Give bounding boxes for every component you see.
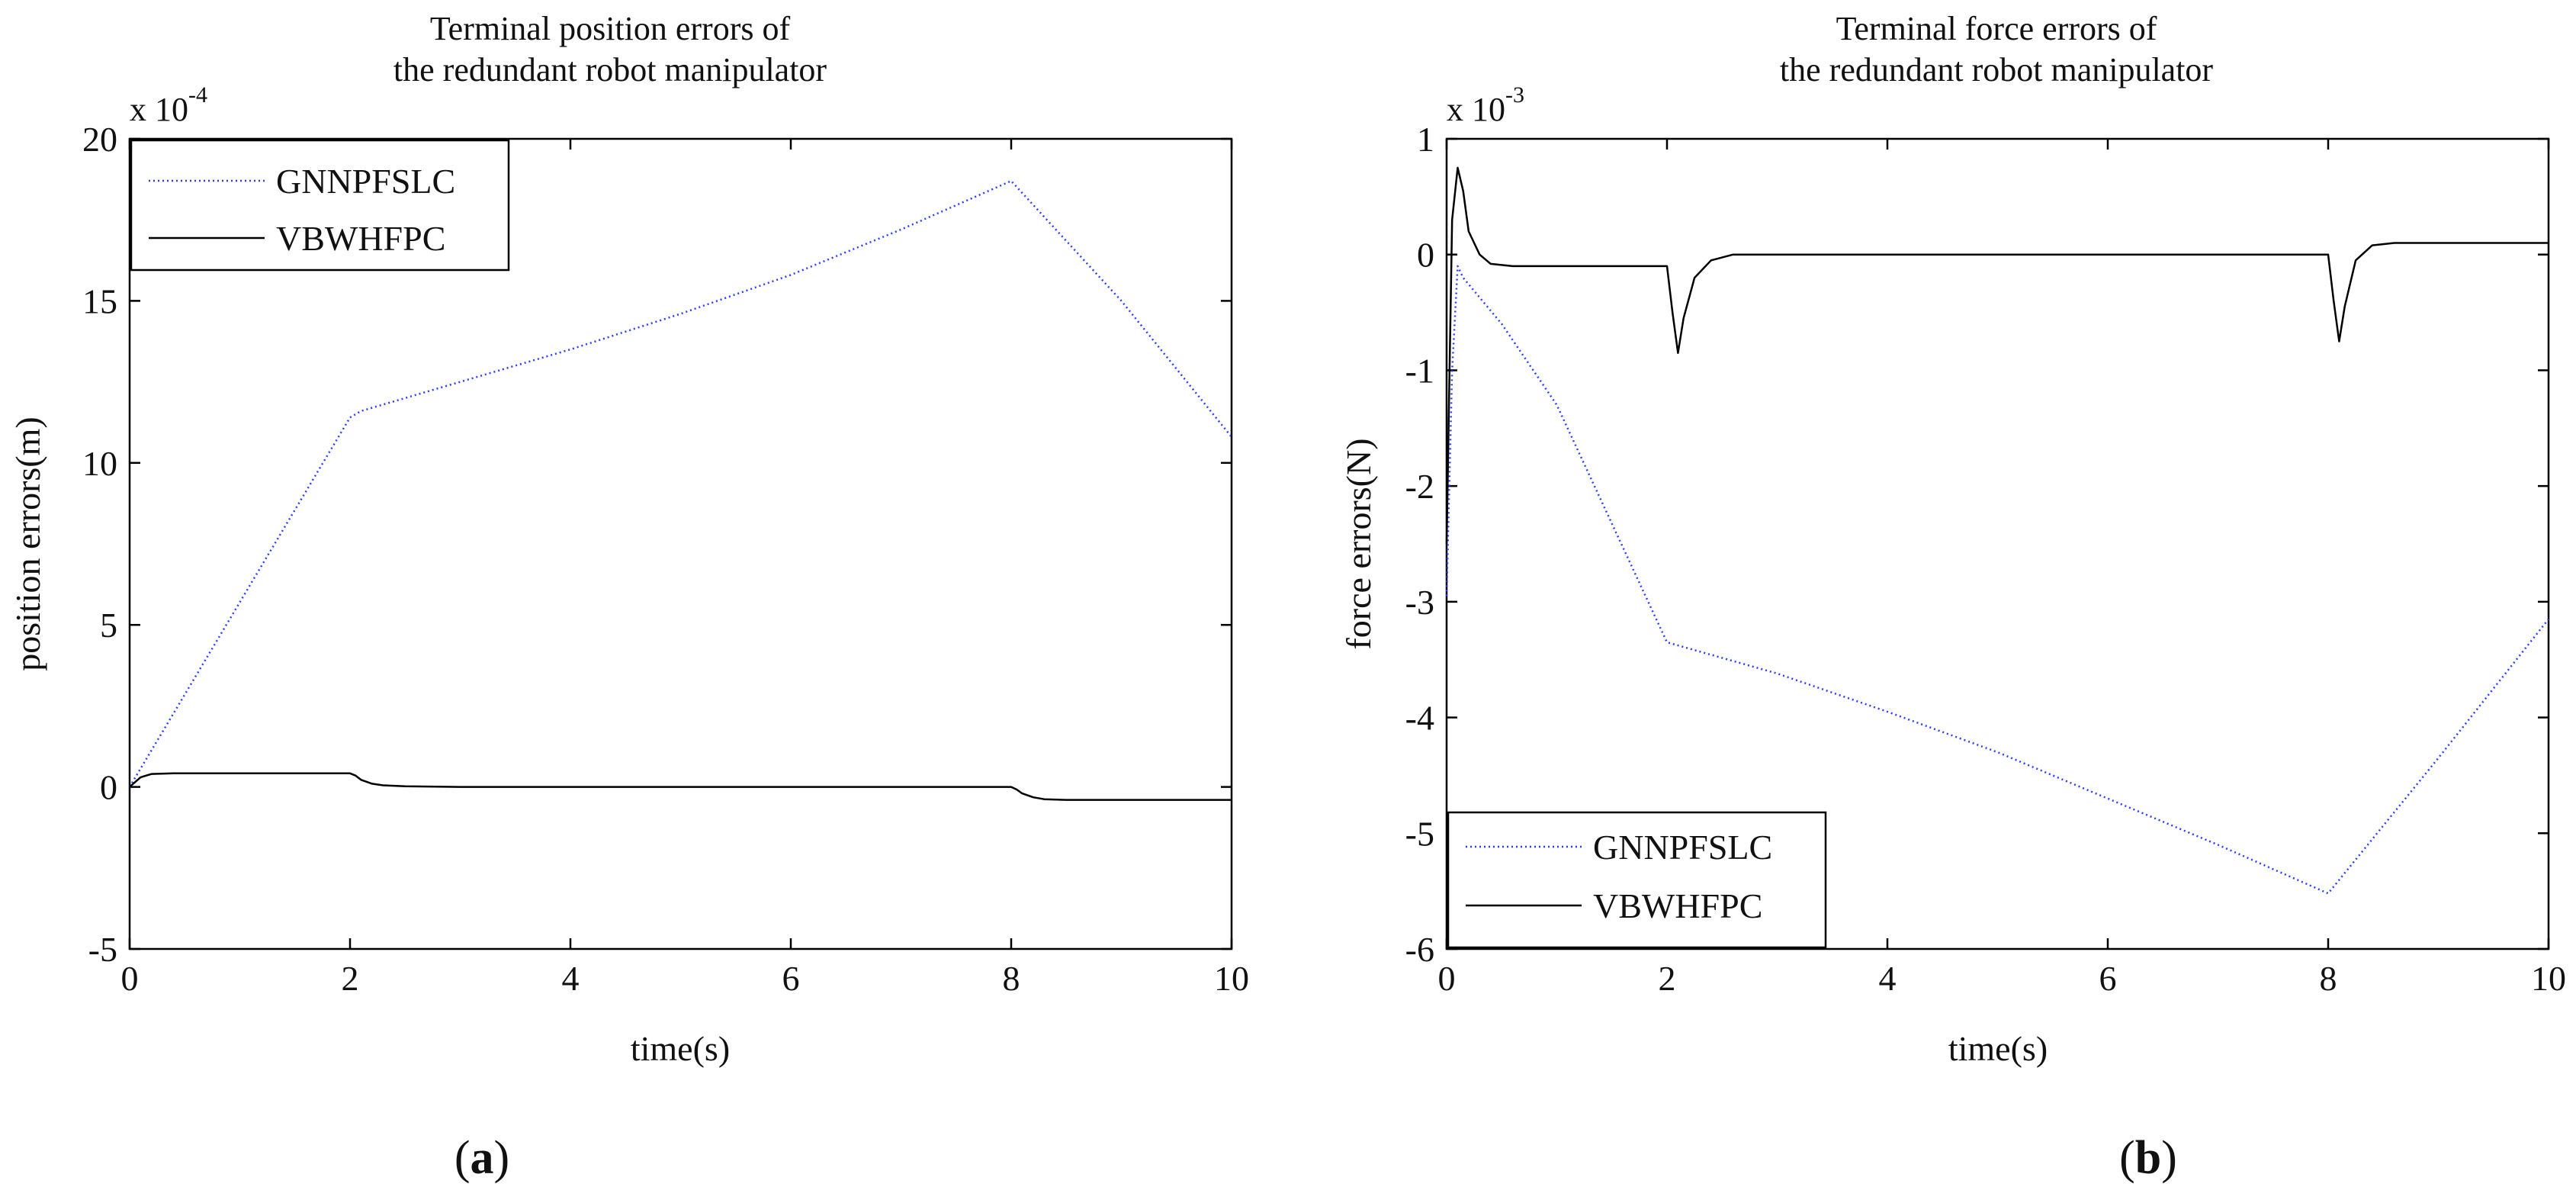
chart-a-x-tick-label-2: 4 xyxy=(562,959,580,998)
chart-a-legend-box xyxy=(130,139,510,272)
chart-b-legend-box xyxy=(1447,811,1827,949)
chart-b-y-tick-label-2: -4 xyxy=(1405,699,1434,738)
chart-b-x-tick-label-3: 6 xyxy=(2099,959,2117,998)
chart-a-x-tick-label-1: 2 xyxy=(342,959,359,998)
chart-b-x-tick-label-1: 2 xyxy=(1659,959,1676,998)
chart-a-y-tick-label-0: -5 xyxy=(88,930,117,969)
chart-a-multiplier-base: x 10 xyxy=(130,91,188,128)
chart-b-series xyxy=(1445,166,2549,895)
chart-b-legend-label-vbwhfpc: VBWHFPC xyxy=(1593,886,1762,925)
chart-a-title-line-1: Terminal position errors of xyxy=(430,10,791,47)
chart-a-y-axis-label: position errors(m) xyxy=(8,416,47,671)
chart-panel-a: Terminal position errors of the redundan… xyxy=(8,10,1249,1184)
chart-b-multiplier-exponent: -3 xyxy=(1505,82,1524,108)
chart-b-series-line-vbwhfpc xyxy=(1445,166,2549,545)
chart-a-series-line-gnnpfslc xyxy=(128,179,1232,788)
chart-a-x-tick-label-3: 6 xyxy=(782,959,800,998)
chart-b-y-tick-label-0: -6 xyxy=(1405,930,1434,969)
chart-a-panel-letter: a xyxy=(471,1132,494,1184)
chart-b-x-tick-label-0: 0 xyxy=(1438,959,1456,998)
chart-b-panel-letter: b xyxy=(2135,1132,2161,1184)
chart-b-series-line-gnnpfslc xyxy=(1445,265,2549,895)
chart-a-y-tick-label-3: 10 xyxy=(82,444,117,483)
chart-a-legend: GNNPFSLC VBWHFPC xyxy=(130,139,510,272)
chart-a-y-multiplier: x 10-4 xyxy=(130,82,207,128)
chart-b-multiplier-base: x 10 xyxy=(1447,91,1505,128)
chart-b-title-line-2: the redundant robot manipulator xyxy=(1780,51,2214,88)
chart-b-y-tick-label-7: 1 xyxy=(1417,120,1434,159)
chart-b-x-axis-label: time(s) xyxy=(1948,1029,2048,1068)
chart-a-x-tick-label-0: 0 xyxy=(121,959,139,998)
chart-b-y-tick-label-1: -5 xyxy=(1405,814,1434,853)
chart-a-legend-label-gnnpfslc: GNNPFSLC xyxy=(276,162,455,201)
chart-a-x-tick-label-5: 10 xyxy=(1214,959,1249,998)
chart-a-x-tick-label-4: 8 xyxy=(1003,959,1020,998)
chart-b-x-tick-label-2: 4 xyxy=(1879,959,1897,998)
chart-a-y-tick-label-4: 15 xyxy=(82,281,117,320)
chart-a-legend-label-vbwhfpc: VBWHFPC xyxy=(276,219,445,258)
chart-a-x-axis-label: time(s) xyxy=(631,1029,730,1068)
chart-a-plot-frame xyxy=(128,137,1233,950)
chart-b-x-tick-label-5: 10 xyxy=(2531,959,2566,998)
chart-b-y-tick-label-5: -1 xyxy=(1405,351,1434,390)
chart-b-title-line-1: Terminal force errors of xyxy=(1836,10,2157,47)
chart-b-x-tick-label-4: 8 xyxy=(2320,959,2337,998)
chart-b-y-axis-label: force errors(N) xyxy=(1339,438,1378,649)
chart-a-y-tick-label-5: 20 xyxy=(82,120,117,159)
chart-a-series-line-vbwhfpc xyxy=(129,772,1232,801)
chart-a-series xyxy=(128,179,1232,801)
chart-b-legend: GNNPFSLC VBWHFPC xyxy=(1447,811,1827,949)
chart-a-multiplier-exponent: -4 xyxy=(188,82,207,108)
chart-panel-b: Terminal force errors of the redundant r… xyxy=(1339,10,2566,1184)
chart-b-legend-label-gnnpfslc: GNNPFSLC xyxy=(1593,828,1772,867)
chart-a-y-tick-label-1: 0 xyxy=(100,768,117,807)
chart-b-y-tick-label-4: -2 xyxy=(1405,467,1434,506)
chart-a-title-line-2: the redundant robot manipulator xyxy=(393,51,827,88)
chart-b-y-tick-label-6: 0 xyxy=(1417,236,1434,275)
chart-a-panel-label: (a) xyxy=(454,1132,509,1184)
chart-b-ticks: 0 2 4 6 8 10 -6 -5 -4 -3 -2 -1 0 1 xyxy=(1405,120,2566,998)
chart-b-y-multiplier: x 10-3 xyxy=(1447,82,1524,128)
chart-a-y-tick-label-2: 5 xyxy=(100,606,117,645)
chart-b-panel-label: (b) xyxy=(2119,1132,2177,1184)
chart-b-y-tick-label-3: -3 xyxy=(1405,583,1434,622)
